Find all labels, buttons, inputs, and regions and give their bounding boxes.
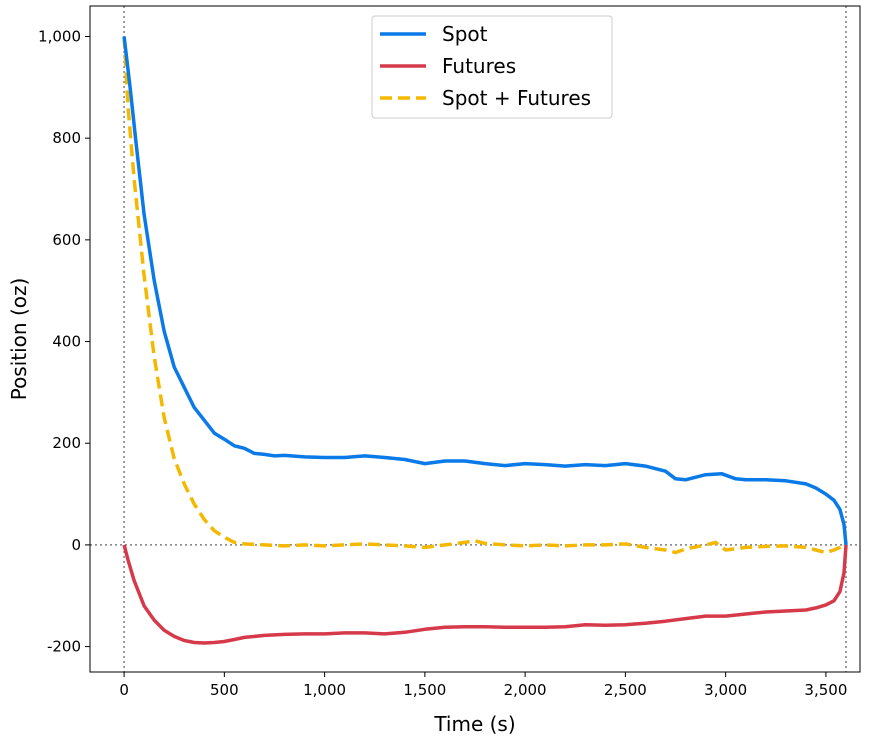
y-axis: -200 0 200 400 600 800 1,000 (38, 28, 90, 656)
series-line-spot-futures (122, 36, 848, 555)
y-tick-label: 600 (52, 231, 81, 249)
legend: Spot Futures Spot + Futures (371, 15, 613, 119)
legend-label: Futures (442, 54, 516, 78)
plot-frame (89, 5, 861, 673)
x-tick-label: 500 (210, 681, 239, 699)
series-line-futures (122, 544, 848, 645)
x-tick-label: 2,000 (504, 681, 547, 699)
legend-frame (371, 15, 613, 119)
x-tick-label: 1,000 (303, 681, 346, 699)
series-layer (122, 36, 848, 645)
y-axis-title: Position (oz) (7, 278, 31, 401)
x-axis: 0 500 1,000 1,500 2,000 2,500 3,000 3,500 (119, 672, 847, 699)
y-tick-label: 400 (52, 333, 81, 351)
x-tick-label: 3,500 (804, 681, 847, 699)
x-tick-label: 2,500 (604, 681, 647, 699)
legend-label: Spot + Futures (442, 86, 591, 110)
y-tick-label: 1,000 (38, 28, 81, 46)
x-axis-title: Time (s) (433, 712, 515, 736)
y-tick-label: 0 (71, 536, 81, 554)
legend-label: Spot (442, 22, 488, 46)
y-tick-label: 800 (52, 129, 81, 147)
x-tick-label: 1,500 (403, 681, 446, 699)
x-tick-label: 3,000 (704, 681, 747, 699)
x-tick-label: 0 (119, 681, 129, 699)
y-tick-label: 200 (52, 434, 81, 452)
series-line-spot (122, 36, 848, 546)
y-tick-label: -200 (47, 638, 81, 656)
